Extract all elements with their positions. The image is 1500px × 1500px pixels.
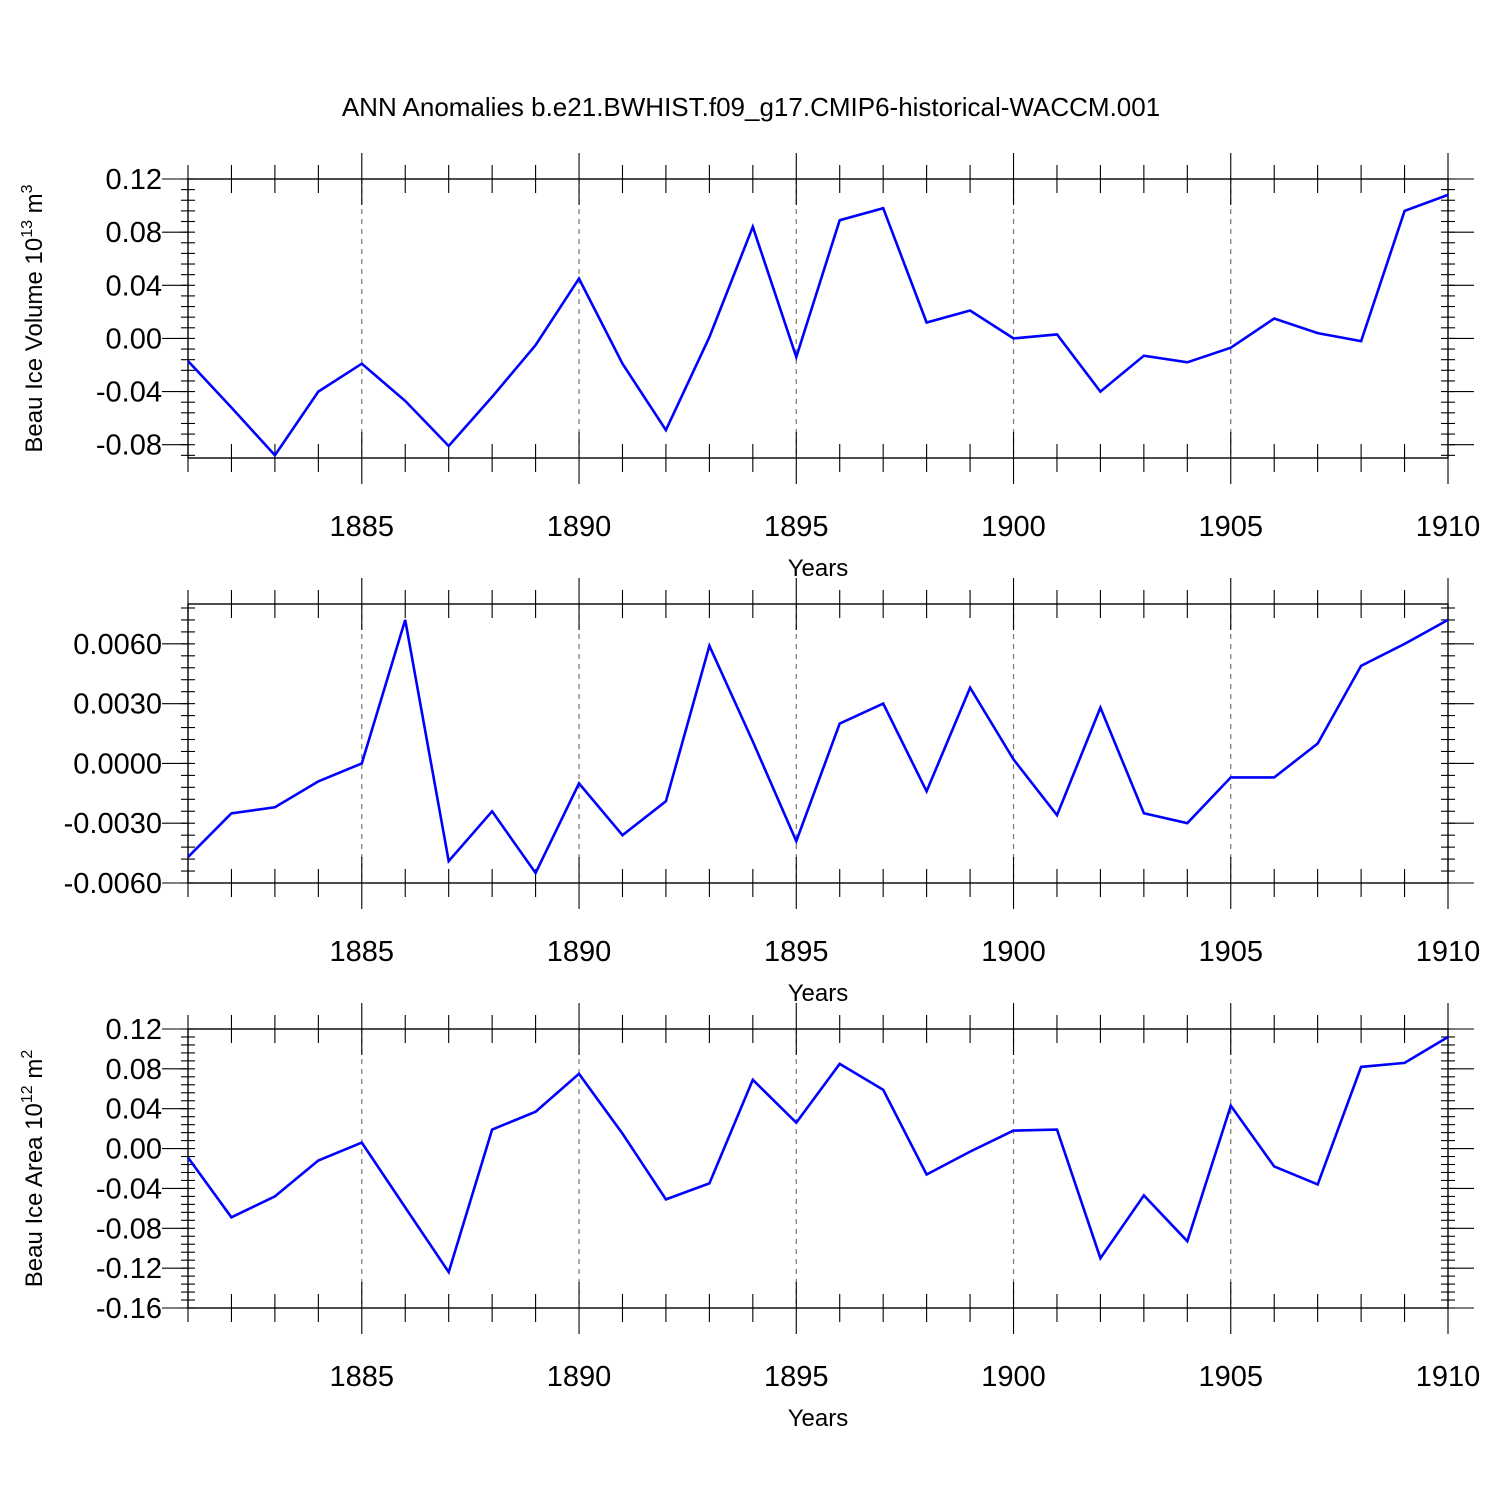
plot-frame (187, 603, 1449, 884)
x-tick-label: 1900 (981, 511, 1046, 543)
y-tick-label: -0.08 (96, 1213, 162, 1245)
plot-frame (187, 178, 1449, 459)
x-tick-label: 1895 (764, 936, 829, 968)
y-tick-label: -0.04 (96, 377, 162, 409)
y-tick-label: -0.04 (96, 1173, 162, 1205)
x-tick-label: 1905 (1199, 1361, 1264, 1393)
y-axis-label: Beau Ice Volume 1013 m3 (19, 184, 48, 452)
y-tick-label: -0.0060 (64, 868, 162, 900)
x-tick-label: 1910 (1416, 936, 1481, 968)
x-tick-label: 1885 (330, 936, 395, 968)
x-tick-label: 1900 (981, 1361, 1046, 1393)
plot-frame (187, 1028, 1449, 1309)
series-line (186, 1035, 1449, 1276)
y-tick-label: 0.00 (106, 323, 162, 355)
y-tick-label: -0.08 (96, 430, 162, 462)
series-line (187, 193, 1449, 458)
x-tick-label: 1885 (330, 511, 395, 543)
x-axis-label: Years (788, 980, 849, 1007)
y-tick-label: 0.12 (106, 1014, 162, 1046)
x-tick-label: 1910 (1416, 511, 1481, 543)
y-tick-label: 0.0030 (73, 689, 162, 721)
x-axis-label: Years (788, 1405, 849, 1432)
y-tick-label: 0.0060 (73, 629, 162, 661)
x-tick-label: 1885 (330, 1361, 395, 1393)
y-tick-label: -0.16 (96, 1293, 162, 1325)
y-tick-label: 0.12 (106, 164, 162, 196)
x-tick-label: 1890 (547, 511, 612, 543)
x-tick-label: 1905 (1199, 511, 1264, 543)
x-tick-label: 1895 (764, 1361, 829, 1393)
y-tick-label: 0.00 (106, 1134, 162, 1166)
x-tick-label: 1910 (1416, 1361, 1481, 1393)
y-tick-label: 0.04 (106, 1094, 162, 1126)
x-axis-label: Years (788, 555, 849, 582)
panel-3: 1885 1890 1895 1900 1905 1910 Years -0.16 -0.12 -… (19, 1003, 1480, 1432)
x-tick-label: 1900 (981, 936, 1046, 968)
panel-1: 1885 1890 1895 1900 1905 1910 Years -0.08 -0.04 0… (19, 153, 1480, 582)
y-axis-label: Beau Ice Area 1012 m2 (19, 1050, 48, 1288)
y-tick-label: 0.0000 (73, 748, 162, 780)
y-tick-label: 0.08 (106, 217, 162, 249)
y-tick-label: -0.12 (96, 1253, 162, 1285)
figure-title: ANN Anomalies b.e21.BWHIST.f09_g17.CMIP6… (342, 92, 1160, 122)
panel-2: 1885 1890 1895 1900 1905 1910 Years -0.0060 -0.0… (64, 578, 1481, 1007)
x-tick-label: 1895 (764, 511, 829, 543)
y-tick-label: 0.08 (106, 1054, 162, 1086)
x-tick-label: 1905 (1199, 936, 1264, 968)
y-tick-label: -0.0030 (64, 808, 162, 840)
x-tick-label: 1890 (547, 1361, 612, 1393)
series-line (187, 618, 1449, 876)
y-tick-label: 0.04 (106, 270, 162, 302)
x-tick-label: 1890 (547, 936, 612, 968)
